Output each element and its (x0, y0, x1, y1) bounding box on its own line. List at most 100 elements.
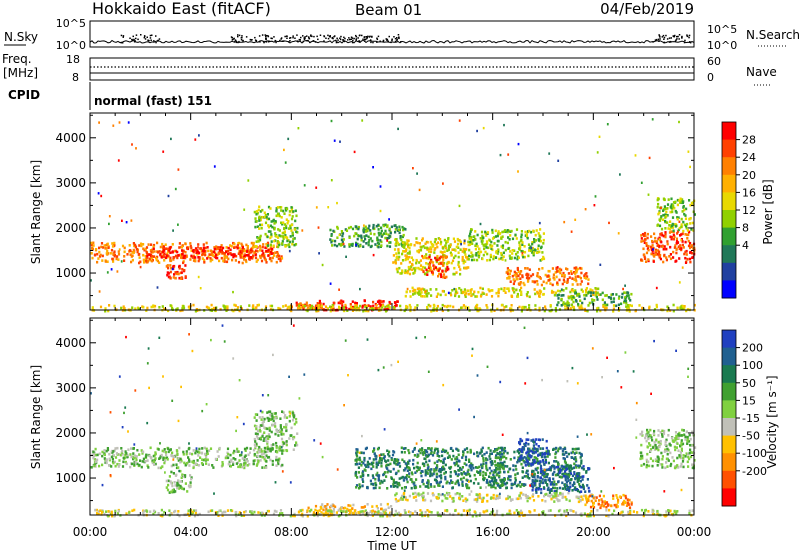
power-echo-cell (385, 309, 388, 312)
power-echo-cell (422, 270, 425, 274)
power-echo-cell (291, 232, 294, 235)
velocity-echo-cell (555, 483, 558, 486)
power-echo-cell (441, 251, 444, 254)
power-echo-cell (663, 253, 666, 257)
power-echo-cell (98, 246, 101, 250)
velocity-echo-cell (430, 468, 433, 471)
velocity-echo-cell (367, 474, 370, 477)
velocity-echo-cell (521, 466, 524, 469)
power-echo-cell (184, 275, 187, 278)
velocity-echo-cell (355, 451, 358, 455)
power-echo-cell (672, 204, 675, 207)
power-echo-cell (663, 205, 666, 208)
velocity-echo-cell (541, 447, 545, 450)
power-echo-cell (611, 293, 614, 296)
power-echo-cell (209, 249, 212, 253)
power-echo-cell (421, 237, 424, 240)
velocity-echo-cell (557, 468, 560, 471)
velocity-echo-cell (531, 478, 534, 482)
noise-search-dot (327, 37, 330, 40)
velocity-echo-cell (325, 508, 328, 511)
velocity-echo-cell (561, 453, 564, 456)
power-echo-cell (216, 253, 219, 257)
velocity-echo-cell (266, 427, 269, 431)
velocity-echo-cell (280, 437, 284, 441)
noise-search-dot (120, 41, 122, 44)
power-echo-cell (574, 268, 578, 271)
velocity-echo-cell (413, 466, 416, 470)
velocity-echo-cell (361, 478, 364, 481)
power-echo-cell (402, 241, 405, 245)
velocity-echo-cell (495, 454, 498, 457)
power-echo-cell (452, 256, 456, 260)
power-echo-cell (275, 209, 278, 213)
noise-search-dot (372, 41, 374, 44)
power-echo-cell (439, 250, 442, 254)
power-echo-cell (664, 231, 667, 234)
power-echo-cell (120, 306, 123, 310)
power-echo-cell (407, 239, 410, 243)
power-echo-cell (162, 247, 165, 250)
velocity-echo-cell (573, 462, 576, 466)
velocity-echo-cell (361, 471, 364, 475)
velocity-echo-cell (255, 425, 258, 429)
velocity-echo-cell (412, 462, 415, 466)
power-echo-cell (681, 243, 684, 247)
velocity-echo-cell (567, 452, 570, 456)
power-echo-cell (463, 250, 466, 253)
power-echo-cell (539, 246, 543, 250)
power-echo-cell (615, 293, 618, 296)
noise-search-dot (323, 35, 326, 38)
power-echo-cell (492, 257, 495, 261)
velocity-echo-cell (521, 470, 524, 473)
power-echo-cell (680, 233, 683, 236)
velocity-echo-cell (504, 482, 507, 486)
power-echo-cell (276, 251, 279, 254)
power-echo-cell (227, 246, 230, 250)
velocity-echo-cell (181, 487, 184, 490)
velocity-echo-cell (372, 476, 375, 480)
power-echo-cell (670, 236, 673, 239)
velocity-echo-cell (362, 473, 365, 477)
power-echo-cell (509, 257, 512, 260)
power-echo-cell (683, 252, 686, 256)
velocity-echo-cell (534, 467, 537, 471)
power-echo-cell (437, 292, 440, 296)
power-echo-cell (362, 227, 365, 230)
velocity-echo-cell (332, 510, 335, 513)
power-echo-cell (457, 295, 461, 298)
velocity-echo-cell (244, 458, 247, 461)
power-echo-cell (181, 268, 184, 271)
power-echo-cell (146, 306, 149, 310)
velocity-echo-cell (114, 447, 117, 450)
velocity-echo-cell (457, 473, 460, 476)
noise-sky-label: N.Sky (4, 30, 38, 44)
power-echo-cell (317, 309, 320, 313)
power-echo-cell (266, 213, 269, 216)
power-scatter-cell (507, 153, 510, 156)
velocity-echo-cell (130, 447, 133, 450)
power-echo-cell (117, 258, 120, 261)
power-echo-cell (569, 290, 572, 294)
power-echo-cell (247, 253, 250, 257)
power-echo-cell (252, 243, 255, 247)
velocity-echo-cell (383, 479, 386, 482)
velocity-echo-cell (526, 476, 529, 479)
velocity-echo-cell (372, 448, 376, 452)
velocity-echo-cell (415, 478, 418, 481)
power-echo-cell (593, 299, 596, 302)
power-echo-cell (419, 248, 423, 252)
power-echo-cell (584, 288, 588, 292)
power-echo-cell (662, 213, 665, 217)
power-echo-cell (225, 260, 229, 264)
velocity-echo-cell (261, 421, 264, 425)
power-scatter-cell (303, 184, 306, 187)
velocity-echo-cell (570, 451, 573, 455)
velocity-echo-cell (505, 481, 509, 485)
power-echo-cell (378, 299, 381, 303)
velocity-echo-cell (184, 474, 187, 477)
power-echo-cell (454, 294, 457, 298)
power-echo-cell (275, 235, 278, 238)
power-echo-cell (442, 273, 446, 276)
power-scatter-cell (648, 156, 651, 160)
